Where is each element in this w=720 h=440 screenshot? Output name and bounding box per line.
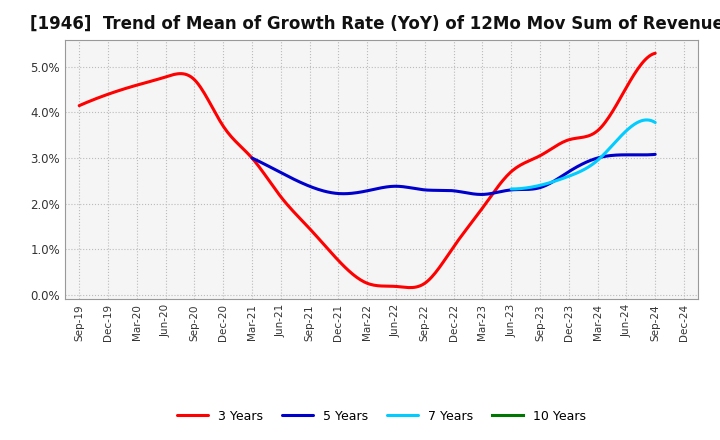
5 Years <box>477 192 485 197</box>
Legend: 3 Years, 5 Years, 7 Years, 10 Years: 3 Years, 5 Years, 7 Years, 10 Years <box>172 405 591 428</box>
5 Years <box>248 155 256 161</box>
7 Years <box>629 123 637 128</box>
3 Years <box>420 281 428 286</box>
3 Years <box>406 285 415 290</box>
Line: 7 Years: 7 Years <box>511 120 655 189</box>
3 Years <box>77 102 86 107</box>
5 Years <box>249 156 258 161</box>
Line: 5 Years: 5 Years <box>252 154 655 194</box>
5 Years <box>487 191 496 196</box>
5 Years <box>496 189 505 194</box>
5 Years <box>489 191 498 196</box>
5 Years <box>614 152 623 158</box>
3 Years <box>429 272 438 278</box>
7 Years <box>637 118 646 123</box>
7 Years <box>595 156 603 161</box>
3 Years <box>418 282 426 287</box>
7 Years <box>651 120 660 125</box>
7 Years <box>593 158 601 164</box>
3 Years <box>651 51 660 56</box>
7 Years <box>592 159 600 164</box>
3 Years <box>562 138 571 143</box>
3 Years <box>75 103 84 108</box>
7 Years <box>508 187 516 192</box>
Line: 3 Years: 3 Years <box>79 53 655 288</box>
7 Years <box>642 117 651 123</box>
3 Years <box>599 122 608 128</box>
5 Years <box>651 152 660 157</box>
7 Years <box>507 187 516 192</box>
5 Years <box>589 157 598 162</box>
Title: [1946]  Trend of Mean of Growth Rate (YoY) of 12Mo Mov Sum of Revenues: [1946] Trend of Mean of Growth Rate (YoY… <box>30 15 720 33</box>
